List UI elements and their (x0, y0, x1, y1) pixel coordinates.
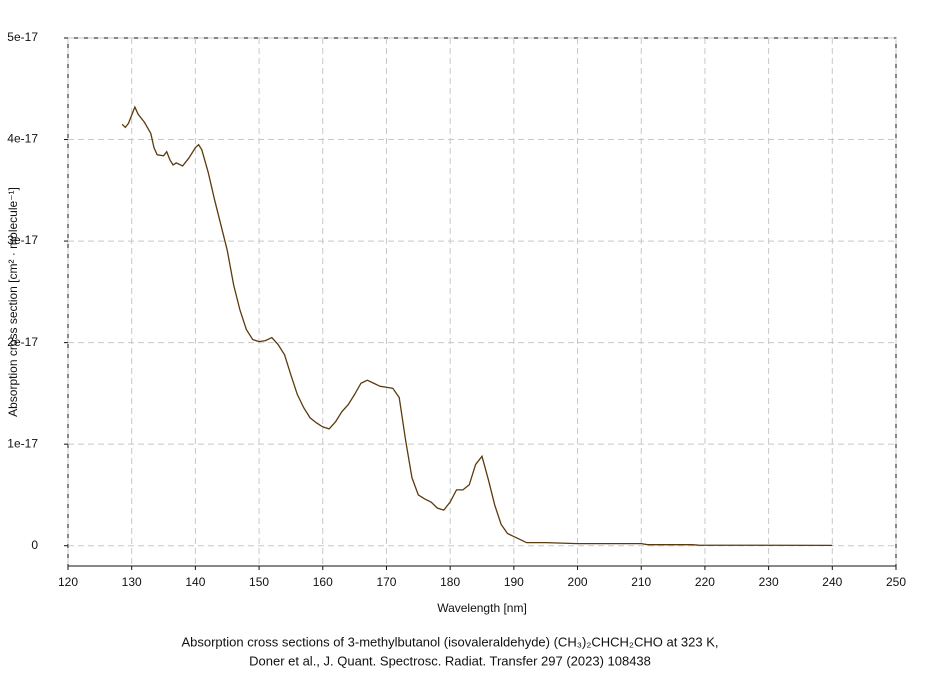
y-tick-label: 1e-17 (7, 436, 38, 450)
x-tick-label: 140 (185, 575, 205, 589)
x-tick-label: 190 (504, 575, 524, 589)
x-tick-label: 220 (695, 575, 715, 589)
y-tick-label: 5e-17 (7, 30, 38, 44)
x-tick-label: 210 (631, 575, 651, 589)
x-tick-label: 240 (822, 575, 842, 589)
x-tick-label: 230 (759, 575, 779, 589)
y-tick-label: 2e-17 (7, 335, 38, 349)
x-tick-label: 170 (376, 575, 396, 589)
caption: Doner et al., J. Quant. Spectrosc. Radia… (249, 653, 651, 668)
x-tick-label: 180 (440, 575, 460, 589)
caption: Absorption cross sections of 3-methylbut… (181, 634, 718, 649)
y-tick-label: 3e-17 (7, 233, 38, 247)
x-tick-label: 150 (249, 575, 269, 589)
x-tick-label: 160 (313, 575, 333, 589)
x-tick-label: 120 (58, 575, 78, 589)
x-tick-label: 200 (568, 575, 588, 589)
y-axis-label: Absorption cross section [cm² · molecule… (6, 187, 20, 417)
x-axis-label: Wavelength [nm] (437, 601, 527, 615)
x-tick-label: 250 (886, 575, 906, 589)
data-line (121, 105, 833, 547)
x-tick-label: 130 (122, 575, 142, 589)
plot-area (67, 37, 897, 567)
y-tick-label: 0 (31, 538, 38, 552)
y-tick-label: 4e-17 (7, 132, 38, 146)
